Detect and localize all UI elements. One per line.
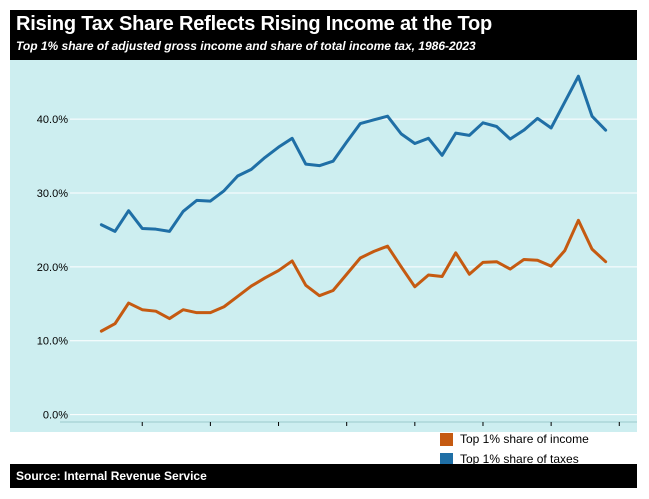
plot-area: 0.0% 10.0% 20.0% 30.0% 40.0% 1989 1994 1999 2004…	[10, 60, 637, 466]
y-tick-label: 10.0%	[37, 336, 68, 348]
x-tick-label: 2024	[607, 431, 631, 432]
y-tick-label: 20.0%	[37, 262, 68, 274]
y-tick-label: 0.0%	[43, 410, 68, 422]
legend-item-income: Top 1% share of income	[440, 429, 589, 449]
legend-swatch-taxes	[440, 452, 453, 466]
legend: Top 1% share of income Top 1% share of t…	[440, 429, 589, 469]
legend-item-taxes: Top 1% share of taxes	[440, 449, 589, 469]
x-tick-label: 2019	[539, 431, 563, 432]
series-line-taxes	[99, 74, 608, 233]
y-tick-label: 40.0%	[37, 114, 68, 126]
chart-subtitle: Top 1% share of adjusted gross income an…	[16, 39, 476, 53]
title-bar: Rising Tax Share Reflects Rising Income …	[10, 10, 637, 60]
x-tick-label: 1999	[266, 431, 290, 432]
y-tick-label: 30.0%	[37, 188, 68, 200]
source-bar: Source: Internal Revenue Service	[10, 464, 637, 488]
x-tick-label: 2014	[471, 431, 495, 432]
source-note: Source: Internal Revenue Service	[16, 469, 207, 483]
chart-title: Rising Tax Share Reflects Rising Income …	[16, 13, 493, 35]
legend-label-income: Top 1% share of income	[460, 432, 589, 446]
x-tick-label: 2004	[334, 431, 358, 432]
series-line-income	[99, 218, 608, 333]
line-chart: 0.0% 10.0% 20.0% 30.0% 40.0% 1989 1994 1999 2004…	[37, 74, 637, 432]
legend-label-taxes: Top 1% share of taxes	[460, 452, 579, 466]
x-tick-label: 1989	[130, 431, 154, 432]
x-tick-label: 1994	[198, 431, 222, 432]
legend-swatch-income	[440, 432, 453, 446]
x-tick-label: 2009	[403, 431, 427, 432]
